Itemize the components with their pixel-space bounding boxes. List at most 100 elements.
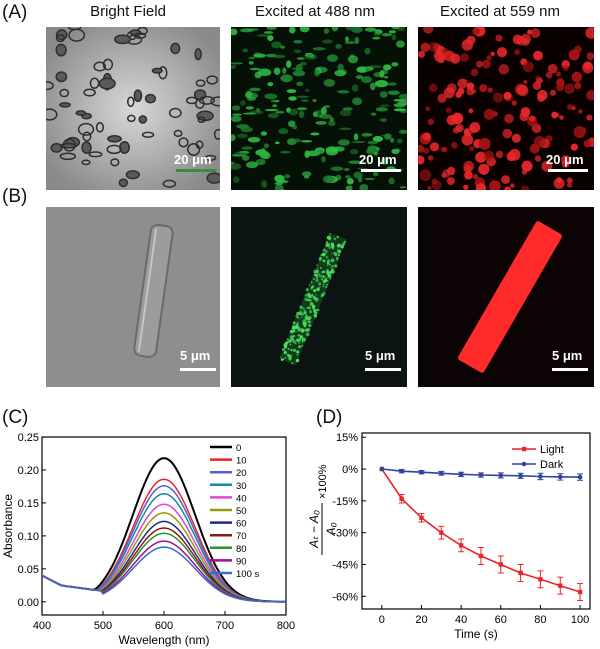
green-speckle — [305, 288, 309, 292]
red-particle — [486, 55, 492, 61]
red-particle — [418, 50, 426, 58]
y-tick-label-d: -30% — [332, 528, 358, 540]
green-particle — [360, 76, 373, 84]
green-particle — [351, 84, 359, 92]
red-particle — [503, 91, 512, 100]
red-particle — [427, 155, 434, 161]
x-tick-label-c: 700 — [216, 620, 234, 632]
green-speckle — [291, 326, 295, 329]
red-particle — [466, 35, 476, 45]
green-speckle — [311, 293, 314, 296]
green-speckle — [312, 288, 317, 293]
green-particle — [231, 62, 244, 65]
green-particle — [242, 112, 257, 115]
cell — [133, 32, 147, 39]
green-particle — [338, 139, 350, 146]
red-particle — [483, 108, 495, 120]
point-dark — [498, 473, 504, 478]
green-speckle — [299, 335, 304, 339]
red-particle — [570, 143, 578, 151]
red-particle — [418, 144, 425, 153]
green-particle — [245, 106, 254, 110]
scalebar-label-b3: 5 μm — [552, 348, 583, 363]
cell — [59, 152, 76, 161]
green-speckle — [307, 293, 312, 297]
green-speckle — [340, 243, 342, 245]
red-particle — [483, 150, 495, 161]
green-speckle — [301, 344, 304, 347]
green-particle — [255, 158, 266, 166]
green-speckle — [292, 338, 295, 341]
green-particle — [286, 89, 297, 94]
green-particle — [337, 90, 350, 94]
legend-marker-d — [522, 446, 527, 452]
red-particle — [511, 100, 517, 106]
green-particle — [231, 28, 238, 36]
green-speckle — [325, 255, 329, 259]
green-speckle — [290, 335, 294, 339]
green-speckle — [319, 267, 322, 269]
green-speckle — [343, 240, 346, 244]
cell — [133, 89, 143, 103]
x-tick-label-c: 800 — [277, 620, 295, 632]
green-particle — [273, 67, 281, 75]
red-particle — [586, 90, 594, 101]
red-particle — [461, 133, 474, 146]
cell — [98, 77, 116, 90]
green-speckle — [308, 284, 311, 286]
cell — [59, 102, 71, 108]
green-particle — [352, 97, 363, 106]
red-particle — [555, 71, 561, 77]
green-speckle — [292, 340, 297, 344]
green-speckle — [284, 356, 287, 359]
x-tick-label-d: 100 — [571, 614, 589, 626]
green-particle — [338, 127, 352, 131]
red-particle — [573, 125, 586, 138]
red-particle — [578, 109, 583, 114]
green-speckle — [289, 354, 293, 357]
green-speckle — [316, 287, 320, 292]
green-speckle — [286, 353, 290, 357]
green-particle — [379, 104, 390, 107]
micrograph-b-green: 5 μm — [231, 207, 407, 387]
green-particle — [344, 36, 349, 42]
green-speckle — [316, 308, 320, 312]
green-speckle — [320, 295, 323, 298]
red-particle — [527, 29, 532, 35]
green-particle — [373, 31, 381, 37]
red-particle — [490, 51, 495, 57]
green-particle — [291, 67, 302, 71]
green-particle — [286, 60, 292, 68]
green-particle — [355, 75, 364, 79]
green-speckle — [322, 279, 327, 284]
green-speckle — [326, 235, 331, 240]
green-particle — [287, 120, 296, 128]
green-particle — [248, 56, 256, 60]
green-particle — [274, 184, 284, 190]
green-particle — [314, 69, 320, 77]
green-speckle — [302, 307, 305, 310]
green-speckle — [283, 350, 288, 355]
green-speckle — [286, 338, 289, 341]
red-particle — [556, 83, 565, 92]
green-speckle — [315, 296, 318, 299]
red-particle — [498, 63, 510, 75]
green-particle — [231, 113, 243, 116]
cell — [173, 129, 183, 138]
red-particle — [457, 78, 468, 89]
green-particle — [325, 148, 339, 156]
green-particle — [303, 175, 310, 179]
red-particle — [470, 68, 479, 77]
cell — [127, 96, 135, 107]
red-particle — [571, 71, 583, 83]
cell — [204, 154, 217, 161]
green-speckle — [296, 322, 299, 325]
red-particle — [583, 139, 592, 148]
green-particle — [234, 151, 249, 156]
green-speckle — [290, 348, 293, 352]
green-particle — [368, 65, 383, 69]
green-particle — [319, 113, 332, 119]
green-particle — [312, 111, 318, 118]
cell — [106, 144, 122, 155]
green-particle — [396, 138, 403, 144]
